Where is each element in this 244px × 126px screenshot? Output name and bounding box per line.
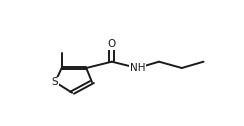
Text: S: S xyxy=(52,77,58,87)
Text: NH: NH xyxy=(130,63,145,73)
Text: O: O xyxy=(108,39,116,49)
